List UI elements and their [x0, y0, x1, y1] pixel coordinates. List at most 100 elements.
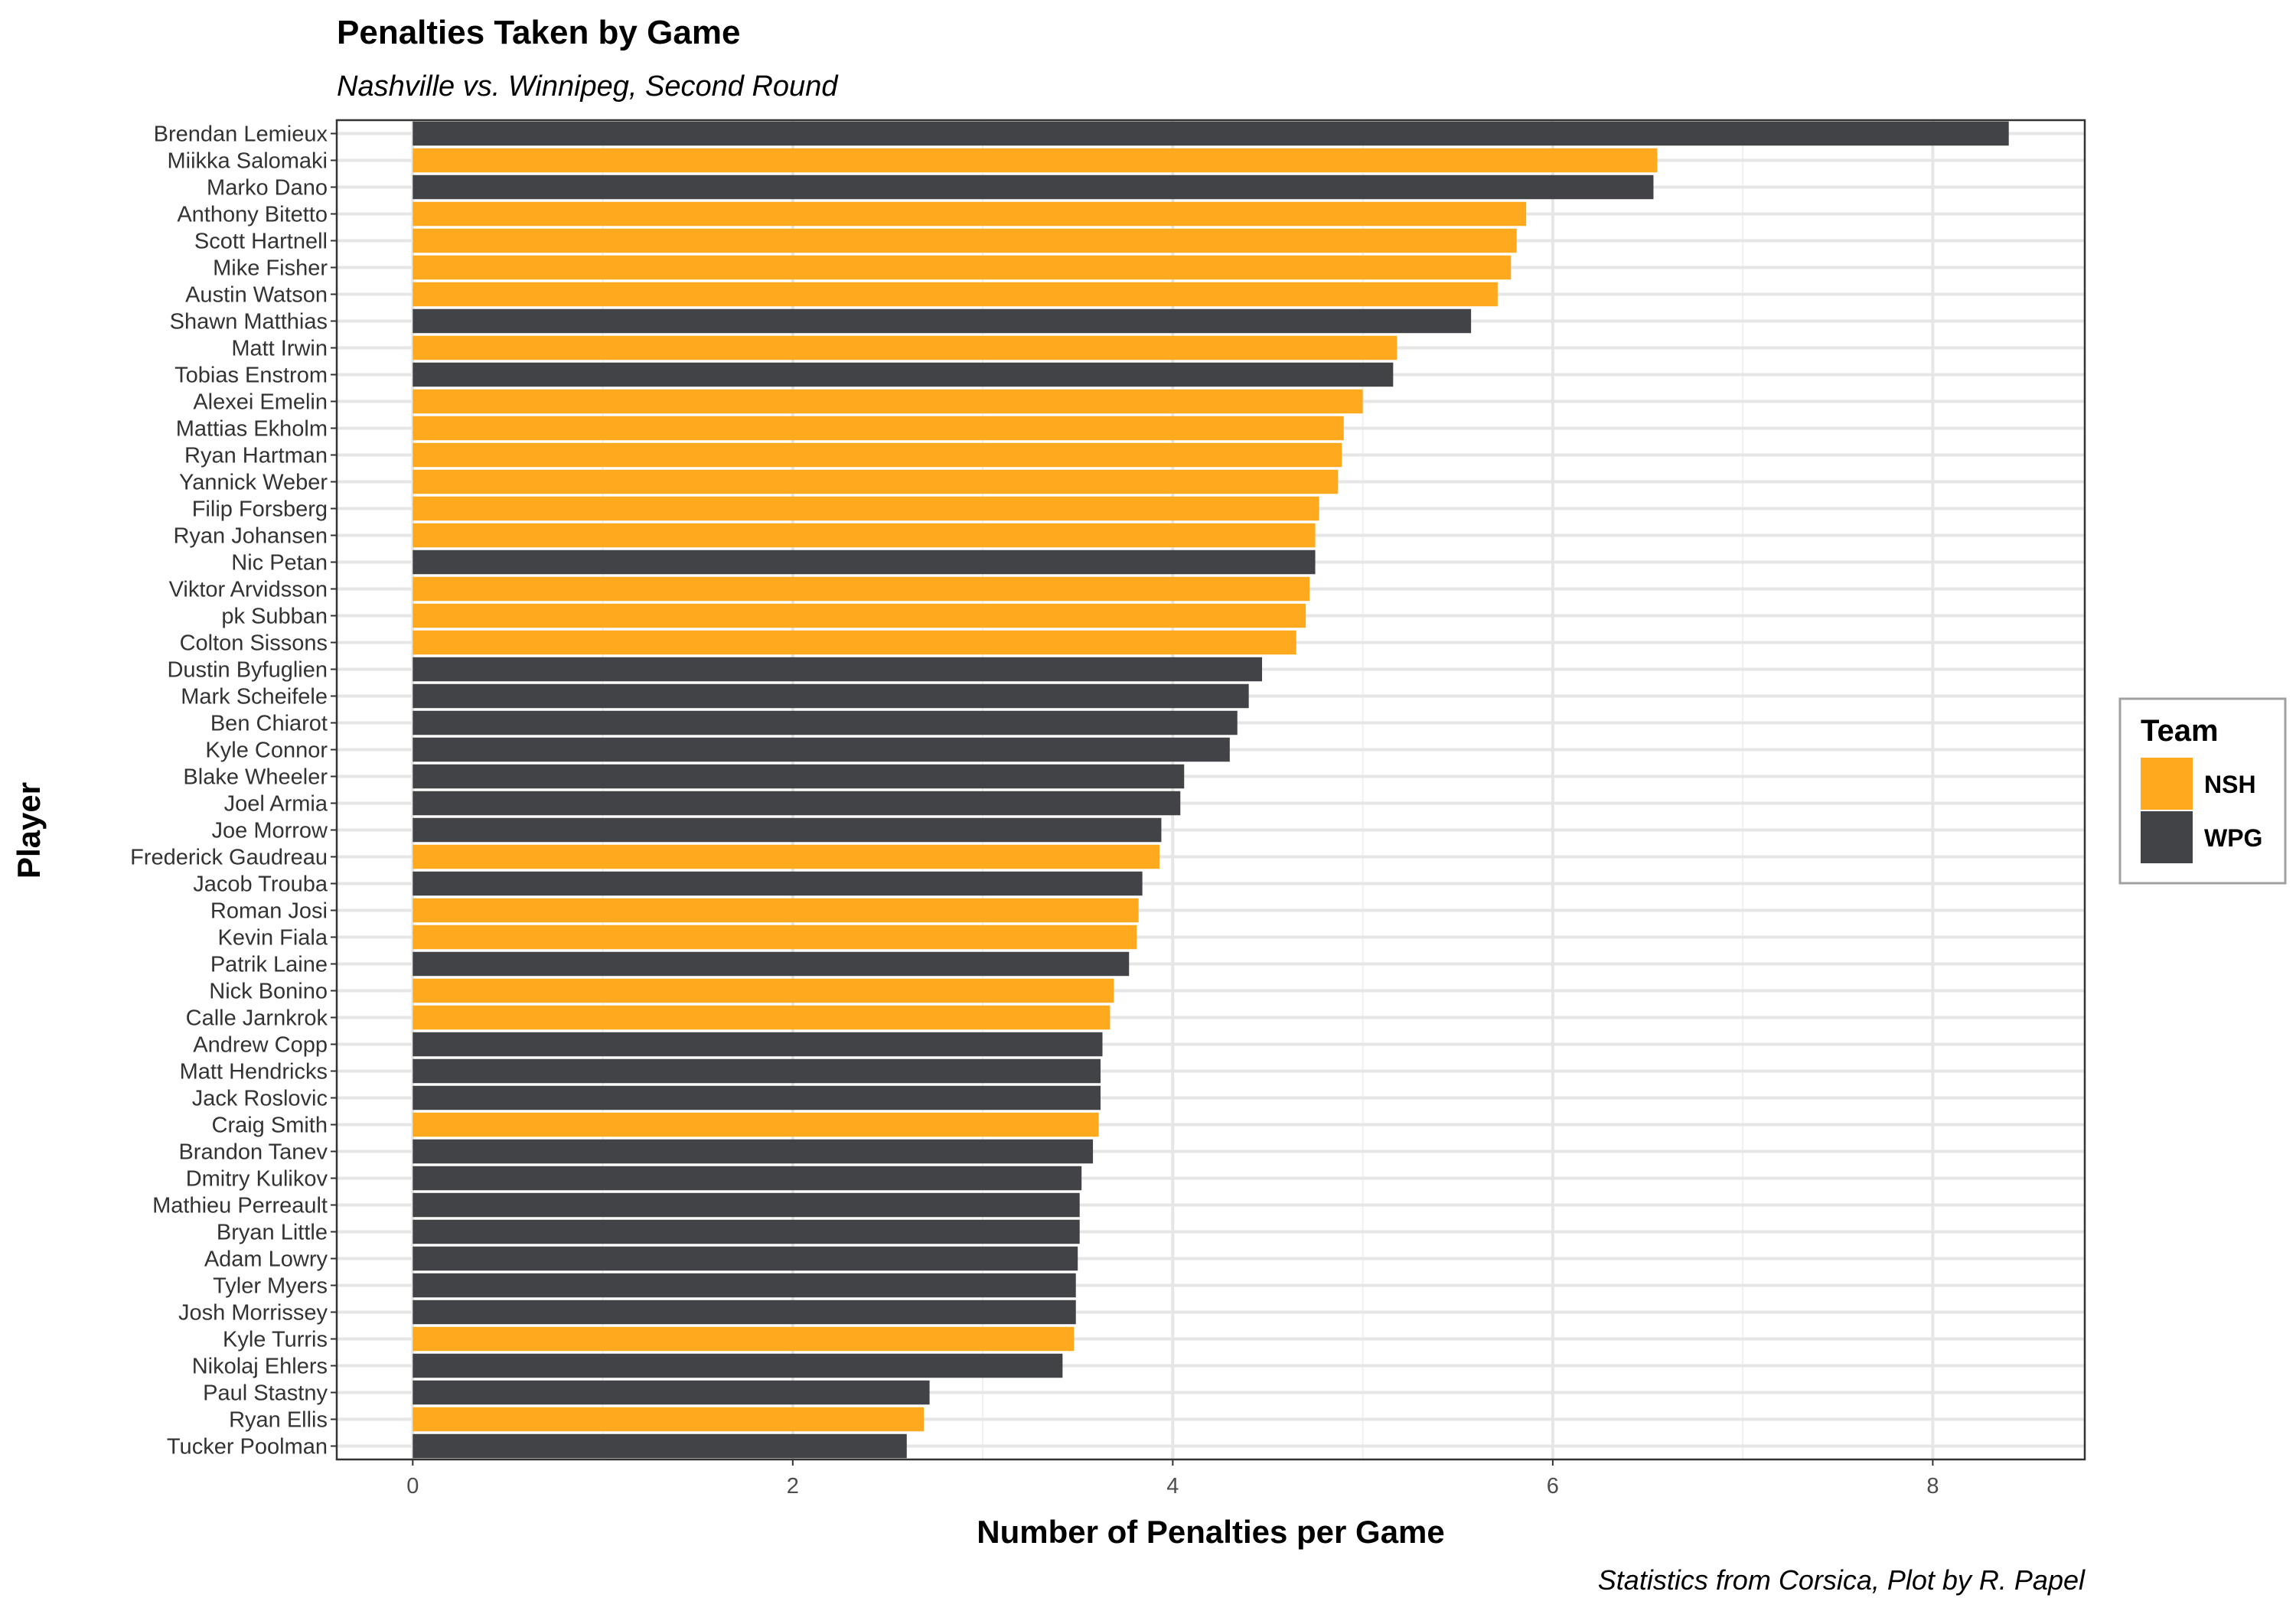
bar [413, 228, 1517, 253]
bar [413, 737, 1230, 762]
y-tick-label: Anthony Bitetto [177, 203, 328, 227]
bar [413, 1166, 1082, 1191]
bar [413, 1112, 1099, 1137]
y-tick-label: Matt Irwin [231, 337, 328, 361]
y-tick-label: Frederick Gaudreau [130, 846, 328, 870]
bar [413, 898, 1139, 923]
bar [413, 201, 1527, 227]
bar [413, 657, 1263, 682]
legend-title: Team [2141, 714, 2219, 748]
bar [413, 817, 1162, 843]
y-tick-label: Calle Jarnkrok [186, 1006, 328, 1031]
y-tick-label: Brendan Lemieux [154, 122, 328, 147]
y-tick-label: Josh Morrissey [178, 1301, 328, 1326]
bar [413, 442, 1342, 468]
bar [413, 1353, 1063, 1378]
y-tick-label: Jack Roslovic [192, 1087, 328, 1111]
x-tick-label: 2 [787, 1474, 799, 1498]
bar [413, 174, 1654, 200]
bar [413, 1246, 1078, 1271]
bar [413, 1139, 1094, 1164]
y-tick-label: Ryan Ellis [229, 1408, 328, 1433]
y-tick-label: Nic Petan [231, 551, 328, 576]
y-tick-label: Mike Fisher [213, 256, 328, 281]
y-tick-label: Marko Dano [207, 176, 328, 201]
y-tick-label: Mattias Ekholm [176, 417, 328, 442]
y-tick-label: Patrik Laine [210, 953, 328, 977]
legend-key [2141, 811, 2193, 863]
y-tick-label: Alexei Emelin [193, 390, 328, 415]
y-tick-label: Roman Josi [210, 899, 328, 924]
bar [413, 871, 1143, 896]
bar [413, 1300, 1076, 1325]
bar [413, 603, 1306, 628]
legend-label: WPG [2204, 824, 2262, 852]
y-tick-label: Ryan Hartman [184, 444, 328, 468]
y-tick-label: Dustin Byfuglien [167, 658, 328, 683]
y-tick-label: Filip Forsberg [192, 497, 328, 522]
bar [413, 791, 1181, 816]
y-tick-label: Ben Chiarot [210, 712, 328, 736]
bar [413, 1058, 1101, 1084]
bar [413, 1273, 1076, 1298]
bar [413, 925, 1137, 950]
bar [413, 1005, 1110, 1030]
y-axis-title: Player [11, 782, 47, 879]
bar [413, 550, 1316, 575]
y-tick-label: Ryan Johansen [173, 524, 328, 549]
bar [413, 255, 1512, 280]
bar [413, 416, 1344, 441]
bar [413, 978, 1114, 1003]
x-tick-label: 8 [1926, 1474, 1939, 1498]
y-tick-label: Shawn Matthias [170, 310, 328, 334]
y-tick-label: Joe Morrow [212, 819, 329, 843]
chart-subtitle: Nashville vs. Winnipeg, Second Round [337, 70, 839, 103]
bar [413, 121, 2009, 146]
bar [413, 844, 1159, 869]
y-tick-label: Matt Hendricks [180, 1060, 328, 1084]
legend: Team NSH WPG [2118, 697, 2287, 885]
y-tick-label: Miikka Salomaki [168, 149, 328, 174]
y-tick-label: Viktor Arvidsson [169, 578, 328, 602]
bar [413, 389, 1363, 414]
bar [413, 335, 1397, 360]
y-tick-label: Tyler Myers [213, 1274, 328, 1299]
y-tick-label: Nikolaj Ehlers [192, 1355, 328, 1379]
bar [413, 1380, 930, 1405]
y-tick-label: Colton Sissons [180, 631, 328, 656]
y-tick-label: Brandon Tanev [178, 1140, 328, 1165]
bar [413, 148, 1658, 173]
bar [413, 282, 1498, 307]
y-tick-label: Austin Watson [185, 283, 328, 308]
chart-title: Penalties Taken by Game [337, 14, 740, 51]
y-tick-label: Kyle Connor [205, 739, 328, 763]
y-tick-label: Kyle Turris [223, 1328, 328, 1352]
bar [413, 1192, 1080, 1218]
bar [413, 1433, 907, 1459]
y-tick-label: Yannick Weber [179, 471, 328, 495]
y-tick-label: Tucker Poolman [167, 1435, 328, 1459]
bar [413, 576, 1310, 602]
y-tick-label: Mark Scheifele [181, 685, 328, 709]
x-tick-label: 4 [1166, 1474, 1179, 1498]
legend-key [2141, 758, 2193, 810]
legend-label: NSH [2204, 771, 2256, 798]
bar [413, 1219, 1080, 1244]
bar [413, 1085, 1101, 1110]
y-tick-label: Mathieu Perreault [152, 1194, 328, 1218]
y-tick-label: Jacob Trouba [193, 872, 328, 897]
bar [413, 710, 1238, 735]
y-tick-label: Dmitry Kulikov [186, 1167, 328, 1192]
bar [413, 308, 1472, 334]
y-tick-label: Andrew Copp [193, 1033, 328, 1058]
y-tick-label: Craig Smith [212, 1114, 328, 1138]
x-axis-title: Number of Penalties per Game [977, 1514, 1445, 1550]
bar [413, 523, 1316, 548]
y-tick-label: Bryan Little [217, 1221, 328, 1245]
bar [413, 951, 1130, 977]
y-tick-label: pk Subban [221, 605, 328, 629]
y-tick-label: Tobias Enstrom [174, 364, 328, 388]
